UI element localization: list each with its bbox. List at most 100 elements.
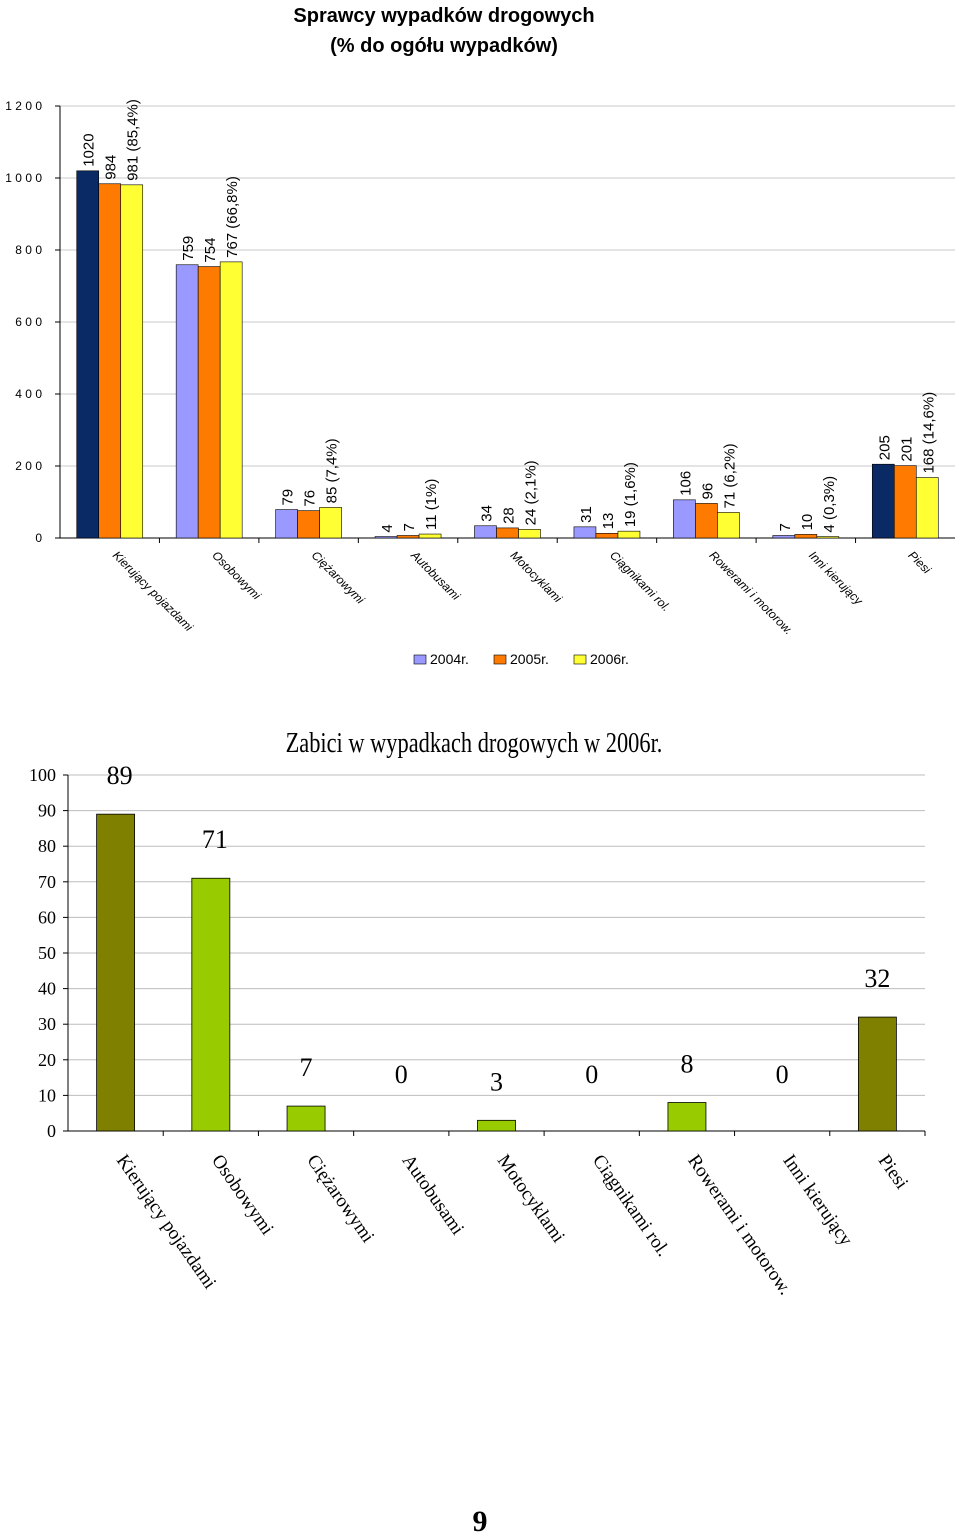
bar-kierujacy-pojazdami-2005r [98, 183, 122, 539]
data-label: 754 [202, 238, 219, 263]
x-tick-label: Kierujący pojazdami [110, 548, 196, 634]
data-label: 24 (2,1%) [523, 460, 540, 525]
data-label: 3 [490, 1067, 503, 1096]
bar-rowerami-i-motorow-2004r [673, 499, 696, 539]
bar-ciezarowymi-2005r [297, 510, 320, 539]
data-label: 7 [777, 523, 794, 531]
bar-ciezarowymi-2004r [275, 509, 298, 539]
bar-kierujacy-pojazdami-2004r [76, 170, 100, 539]
data-label: 106 [677, 471, 694, 496]
bar-motocyklami-2004r [474, 525, 497, 539]
data-label: 767 (66,8%) [224, 176, 241, 258]
data-label: 984 [103, 155, 120, 180]
data-label: 71 [202, 825, 228, 854]
y-tick-label: 10 [38, 1085, 56, 1105]
data-label: 71 (6,2%) [721, 443, 738, 508]
x-tick-label: Ciężarowymi [309, 548, 368, 607]
bar-osobowymi-2004r [175, 264, 199, 539]
x-tick-label: Motocyklami [508, 548, 565, 605]
y-tick-label: 6 0 0 [15, 315, 42, 329]
x-tick-label: Ciągnikami rol. [607, 548, 673, 614]
x-tick-label: Rowerami i motorow. [707, 548, 796, 637]
x-tick-label: Rowerami i motorow. [683, 1151, 795, 1299]
y-tick-label: 2 0 0 [15, 459, 42, 473]
y-tick-label: 100 [29, 765, 56, 785]
x-tick-label: Ciągnikami rol. [588, 1151, 674, 1261]
y-tick-label: 8 0 0 [15, 243, 42, 257]
x-tick-label: Autobusami [408, 548, 464, 604]
data-label: 168 (14,6%) [920, 392, 937, 474]
bar-rowerami-i-motorow-2006r [717, 512, 740, 539]
chart-killed-2006: Zabici w wypadkach drogowych w 2006r. 0 10… [29, 728, 926, 1299]
x-tick-label: Piesi [905, 548, 934, 577]
y-tick-label: 1 0 0 0 [5, 171, 42, 185]
data-label: 31 [578, 506, 595, 523]
chart-title: Sprawcy wypadków drogowych [293, 5, 594, 27]
bar-piesi-2006r [915, 477, 939, 539]
y-tick-label: 20 [38, 1050, 56, 1070]
bar-inni-kierujacy-2004r [772, 535, 796, 539]
bar-motocyklami-2006r [518, 529, 541, 539]
page-number: 9 [472, 1505, 488, 1538]
chart-title: Zabici w wypadkach drogowych w 2006r. [286, 728, 663, 759]
data-label: 7 [401, 523, 418, 531]
chart-offenders: Sprawcy wypadków drogowych (% do ogółu wy… [5, 5, 955, 667]
bar-rowerami-i-motorow-2005r [695, 503, 718, 539]
y-tick-label: 90 [38, 801, 56, 821]
y-tick-label: 50 [38, 943, 56, 963]
x-tick-label: Inni kierujący [806, 548, 866, 608]
y-tick-label: 80 [38, 836, 56, 856]
bar-motocyklami [477, 1119, 516, 1132]
data-label: 201 [898, 437, 915, 462]
x-tick-label: Motocyklami [493, 1151, 569, 1247]
bar-motocyklami-2005r [496, 527, 519, 539]
data-label: 981 (85,4%) [125, 99, 142, 181]
legend-swatch [413, 654, 427, 665]
legend-swatch [573, 654, 587, 665]
bar-piesi-2005r [893, 465, 917, 539]
x-tick-label: Osobowymi [209, 548, 263, 602]
data-label: 759 [180, 236, 197, 261]
data-label: 76 [302, 490, 319, 507]
bar-piesi [857, 1016, 897, 1132]
y-tick-label: 0 [35, 531, 42, 545]
data-label: 89 [107, 761, 133, 790]
data-label: 11 (1%) [423, 479, 440, 530]
data-label: 4 [379, 524, 396, 532]
bar-autobusami-2004r [374, 536, 398, 539]
data-label: 4 (0,3%) [821, 476, 838, 533]
bar-osobowymi-2005r [197, 266, 221, 539]
bar-autobusami-2005r [396, 535, 420, 539]
y-tick-label: 0 [47, 1121, 56, 1141]
data-label: 13 [600, 513, 617, 530]
data-label: 32 [864, 964, 890, 993]
x-tick-label: Kierujący pojazdami [112, 1151, 220, 1293]
y-tick-label: 30 [38, 1014, 56, 1034]
legend-label: 2004r. [430, 651, 469, 667]
data-label: 0 [585, 1060, 598, 1089]
bar-inni-kierujacy-2005r [794, 534, 818, 539]
data-label: 10 [799, 514, 816, 531]
x-tick-label: Ciężarowymi [302, 1151, 378, 1247]
bar-ciagnikami-rol-2004r [573, 526, 597, 539]
data-label: 85 (7,4%) [324, 438, 341, 503]
x-tick-label: Autobusami [398, 1151, 468, 1239]
data-label: 79 [280, 489, 297, 506]
data-label: 7 [300, 1053, 313, 1082]
y-tick-label: 4 0 0 [15, 387, 42, 401]
legend-label: 2006r. [590, 651, 629, 667]
bar-piesi-2004r [871, 463, 895, 539]
bar-osobowymi [191, 877, 231, 1132]
data-label: 0 [395, 1060, 408, 1089]
y-tick-label: 40 [38, 979, 56, 999]
data-label: 0 [776, 1060, 789, 1089]
data-label: 205 [876, 435, 893, 460]
chart-subtitle: (% do ogółu wypadków) [330, 35, 558, 57]
x-tick-label: Piesi [874, 1151, 912, 1193]
bar-kierujacy-pojazdami-2006r [120, 184, 144, 539]
bar-ciezarowymi-2006r [319, 507, 342, 539]
data-label: 1020 [81, 133, 98, 166]
x-tick-label: Inni kierujący [778, 1151, 856, 1250]
bar-ciezarowymi [286, 1105, 326, 1132]
x-tick-label: Osobowymi [207, 1151, 277, 1239]
